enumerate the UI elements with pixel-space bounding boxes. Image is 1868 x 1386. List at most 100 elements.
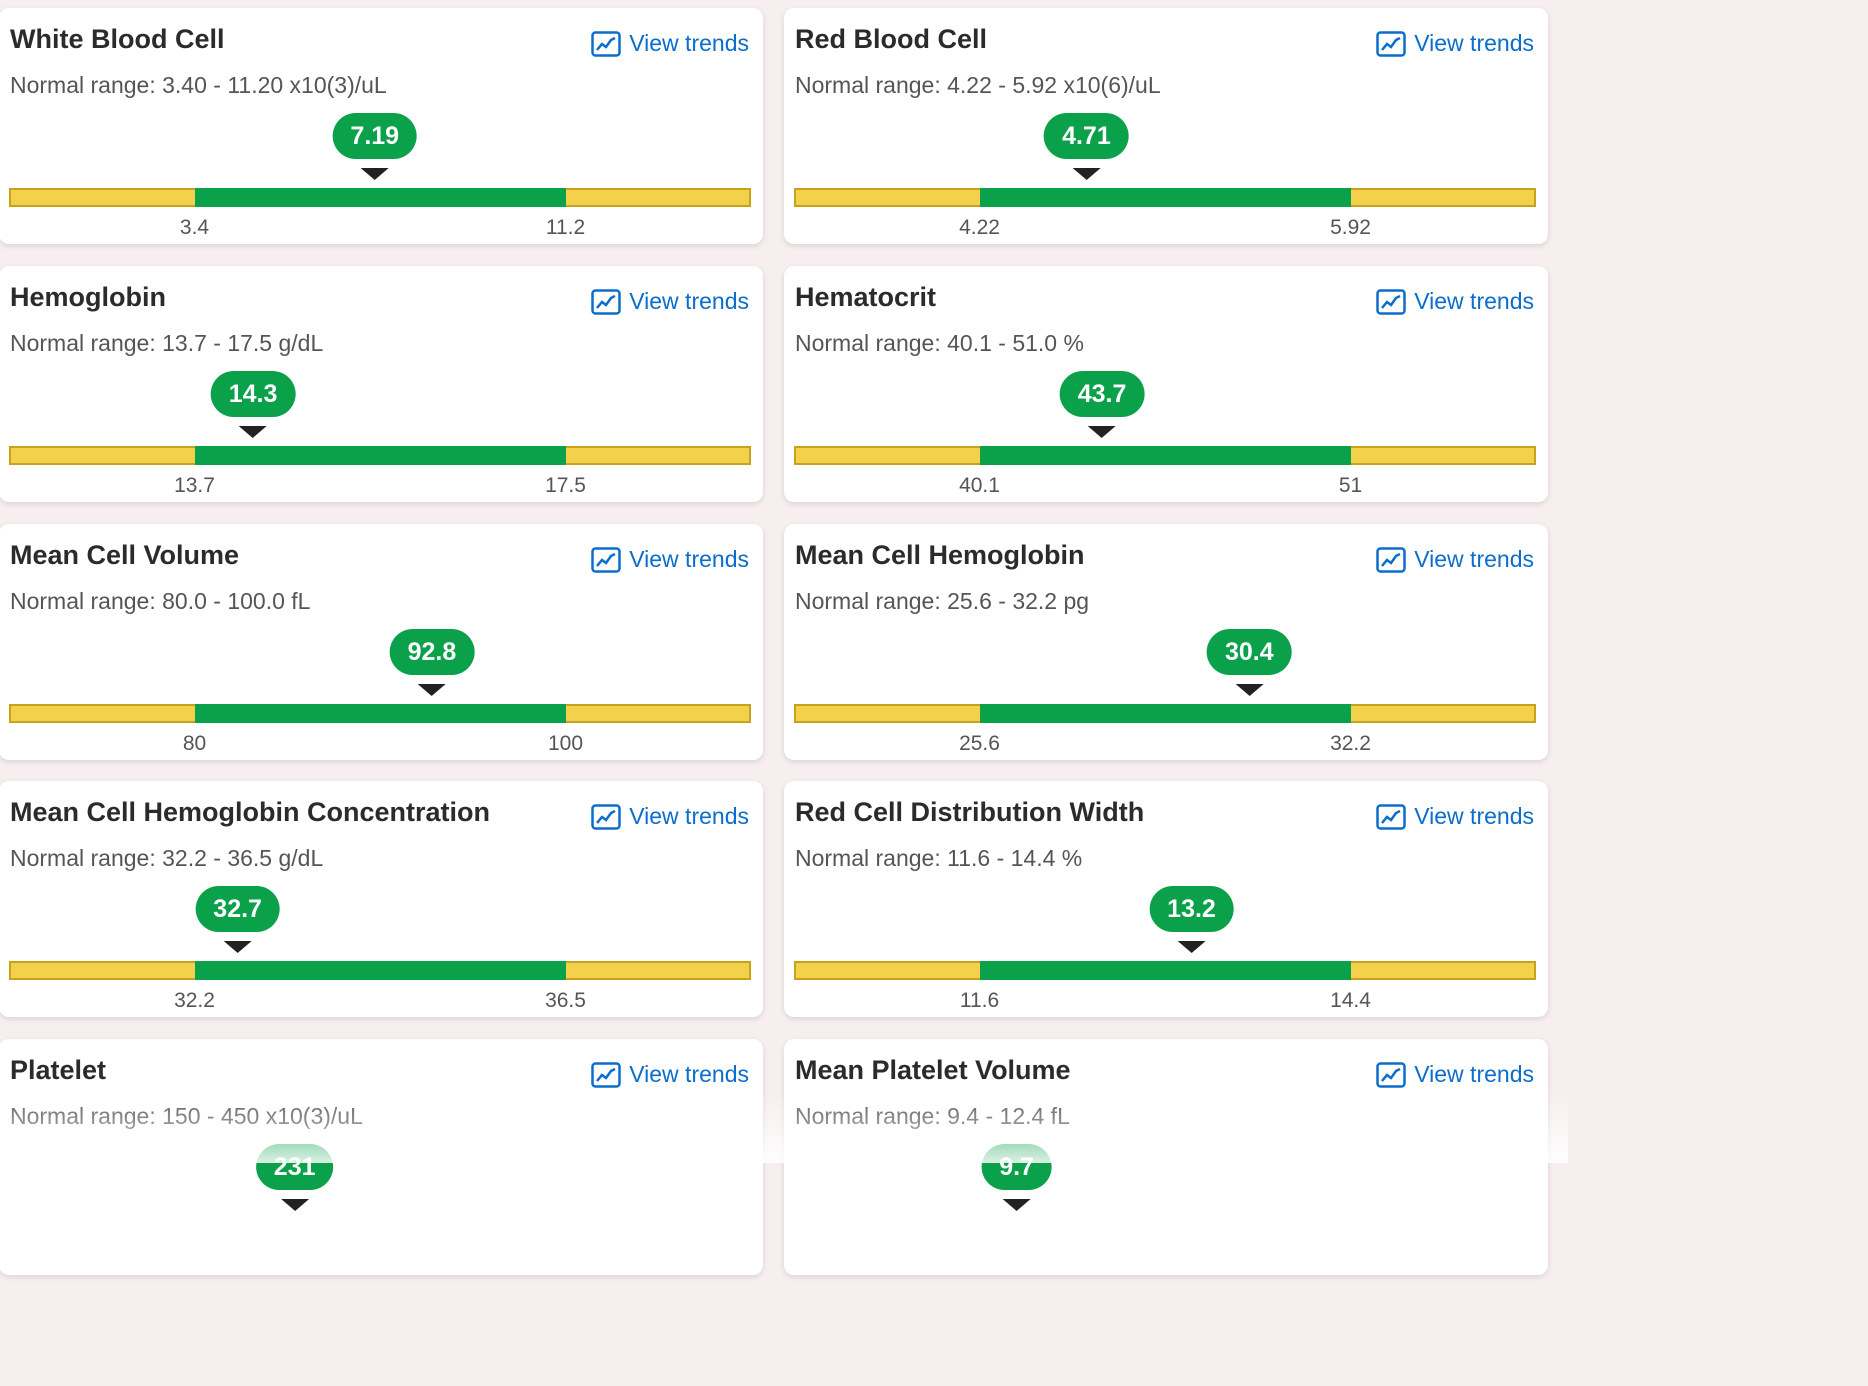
range-high-tick: 17.5 [545,474,586,497]
result-value-marker: 9.7 [981,1144,1052,1211]
result-card-red-blood-cell: Red Blood Cell View trends Normal range:… [784,8,1548,244]
normal-range-text: Normal range: 3.40 - 11.20 x10(3)/uL [10,72,387,98]
trend-chart-icon [591,546,621,573]
view-trends-link[interactable]: View trends [1376,546,1534,573]
range-bar [9,446,751,465]
normal-range-text: Normal range: 4.22 - 5.92 x10(6)/uL [795,72,1161,98]
range-bar-low-segment [9,704,195,723]
range-bar-normal-segment [194,704,566,723]
view-trends-label: View trends [629,546,749,572]
view-trends-link[interactable]: View trends [591,288,749,315]
result-value-pill: 4.71 [1044,113,1129,159]
card-title: Mean Cell Hemoglobin Concentration [10,797,491,827]
view-trends-label: View trends [1414,803,1534,829]
range-low-tick: 4.22 [959,216,1000,239]
result-value-marker: 231 [255,1144,334,1211]
view-trends-link[interactable]: View trends [591,1061,749,1088]
range-bar-high-segment [1350,446,1536,465]
result-value-pill: 231 [255,1144,334,1190]
range-bar-low-segment [9,188,195,207]
view-trends-link[interactable]: View trends [1376,1061,1534,1088]
result-pointer-icon [1072,168,1101,180]
range-bar-normal-segment [194,961,566,980]
range-bar-low-segment [9,961,195,980]
normal-range-text: Normal range: 80.0 - 100.0 fL [10,588,311,614]
trend-chart-icon [1376,803,1406,830]
trend-chart-icon [591,1061,621,1088]
range-low-tick: 3.4 [179,216,210,239]
trend-chart-icon [591,30,621,57]
result-pointer-icon [239,426,268,438]
view-trends-label: View trends [629,288,749,314]
range-high-tick: 11.2 [545,216,586,239]
result-value-pill: 9.7 [981,1144,1052,1190]
result-card-rdw: Red Cell Distribution Width View trends … [784,781,1548,1017]
card-title: Red Cell Distribution Width [795,797,1145,827]
card-title: White Blood Cell [10,24,225,54]
range-bar [794,961,1536,980]
range-bar-high-segment [1350,188,1536,207]
trend-chart-icon [1376,30,1406,57]
view-trends-link[interactable]: View trends [591,546,749,573]
view-trends-label: View trends [629,1061,749,1087]
range-bar-normal-segment [979,188,1351,207]
trend-chart-icon [1376,546,1406,573]
result-value-pill: 43.7 [1059,371,1145,417]
normal-range-text: Normal range: 150 - 450 x10(3)/uL [10,1103,363,1129]
view-trends-link[interactable]: View trends [1376,288,1534,315]
range-bar-normal-segment [979,961,1351,980]
range-bar [794,188,1536,207]
range-bar-high-segment [1350,961,1536,980]
result-card-white-blood-cell: White Blood Cell View trends Normal rang… [0,8,763,244]
result-card-mean-cell-hemoglobin: Mean Cell Hemoglobin View trends Normal … [784,524,1548,760]
trend-chart-icon [1376,1061,1406,1088]
result-value-pill: 30.4 [1206,629,1292,675]
result-pointer-icon [280,1199,309,1211]
result-value-pill: 14.3 [210,371,296,417]
result-value-pill: 13.2 [1149,886,1234,932]
card-title: Red Blood Cell [795,24,988,54]
range-bar-high-segment [1350,704,1536,723]
view-trends-link[interactable]: View trends [1376,30,1534,57]
result-pointer-icon [223,941,252,953]
range-bar-low-segment [9,446,195,465]
range-low-tick: 32.2 [174,989,215,1012]
result-card-mean-cell-volume: Mean Cell Volume View trends Normal rang… [0,524,763,760]
range-high-tick: 36.5 [545,989,586,1012]
view-trends-label: View trends [1414,288,1534,314]
view-trends-link[interactable]: View trends [1376,803,1534,830]
range-bar-low-segment [794,446,980,465]
range-bar [794,704,1536,723]
range-high-tick: 100 [547,732,584,755]
view-trends-label: View trends [1414,1061,1534,1087]
trend-chart-icon [591,803,621,830]
normal-range-text: Normal range: 13.7 - 17.5 g/dL [10,330,324,356]
result-value-marker: 13.2 [1149,886,1234,953]
result-value-marker: 92.8 [389,629,475,696]
range-low-tick: 25.6 [959,732,1000,755]
range-bar [9,704,751,723]
result-value-pill: 92.8 [389,629,475,675]
view-trends-label: View trends [1414,546,1534,572]
view-trends-link[interactable]: View trends [591,30,749,57]
result-value-marker: 30.4 [1206,629,1292,696]
view-trends-label: View trends [1414,30,1534,56]
range-low-tick: 13.7 [174,474,215,497]
normal-range-text: Normal range: 40.1 - 51.0 % [795,330,1084,356]
result-value-marker: 7.19 [332,113,418,180]
view-trends-label: View trends [629,30,749,56]
card-title: Hemoglobin [10,282,166,312]
lab-results-grid: White Blood Cell View trends Normal rang… [0,8,1568,1275]
range-bar-low-segment [794,704,980,723]
range-bar-high-segment [565,446,751,465]
view-trends-link[interactable]: View trends [591,803,749,830]
result-value-marker: 32.7 [195,886,280,953]
card-title: Hematocrit [795,282,937,312]
range-bar [794,446,1536,465]
result-pointer-icon [1002,1199,1031,1211]
trend-chart-icon [591,288,621,315]
range-bar-normal-segment [979,446,1351,465]
card-title: Mean Cell Volume [10,540,240,570]
range-low-tick: 40.1 [959,474,1000,497]
card-title: Mean Platelet Volume [795,1055,1071,1085]
